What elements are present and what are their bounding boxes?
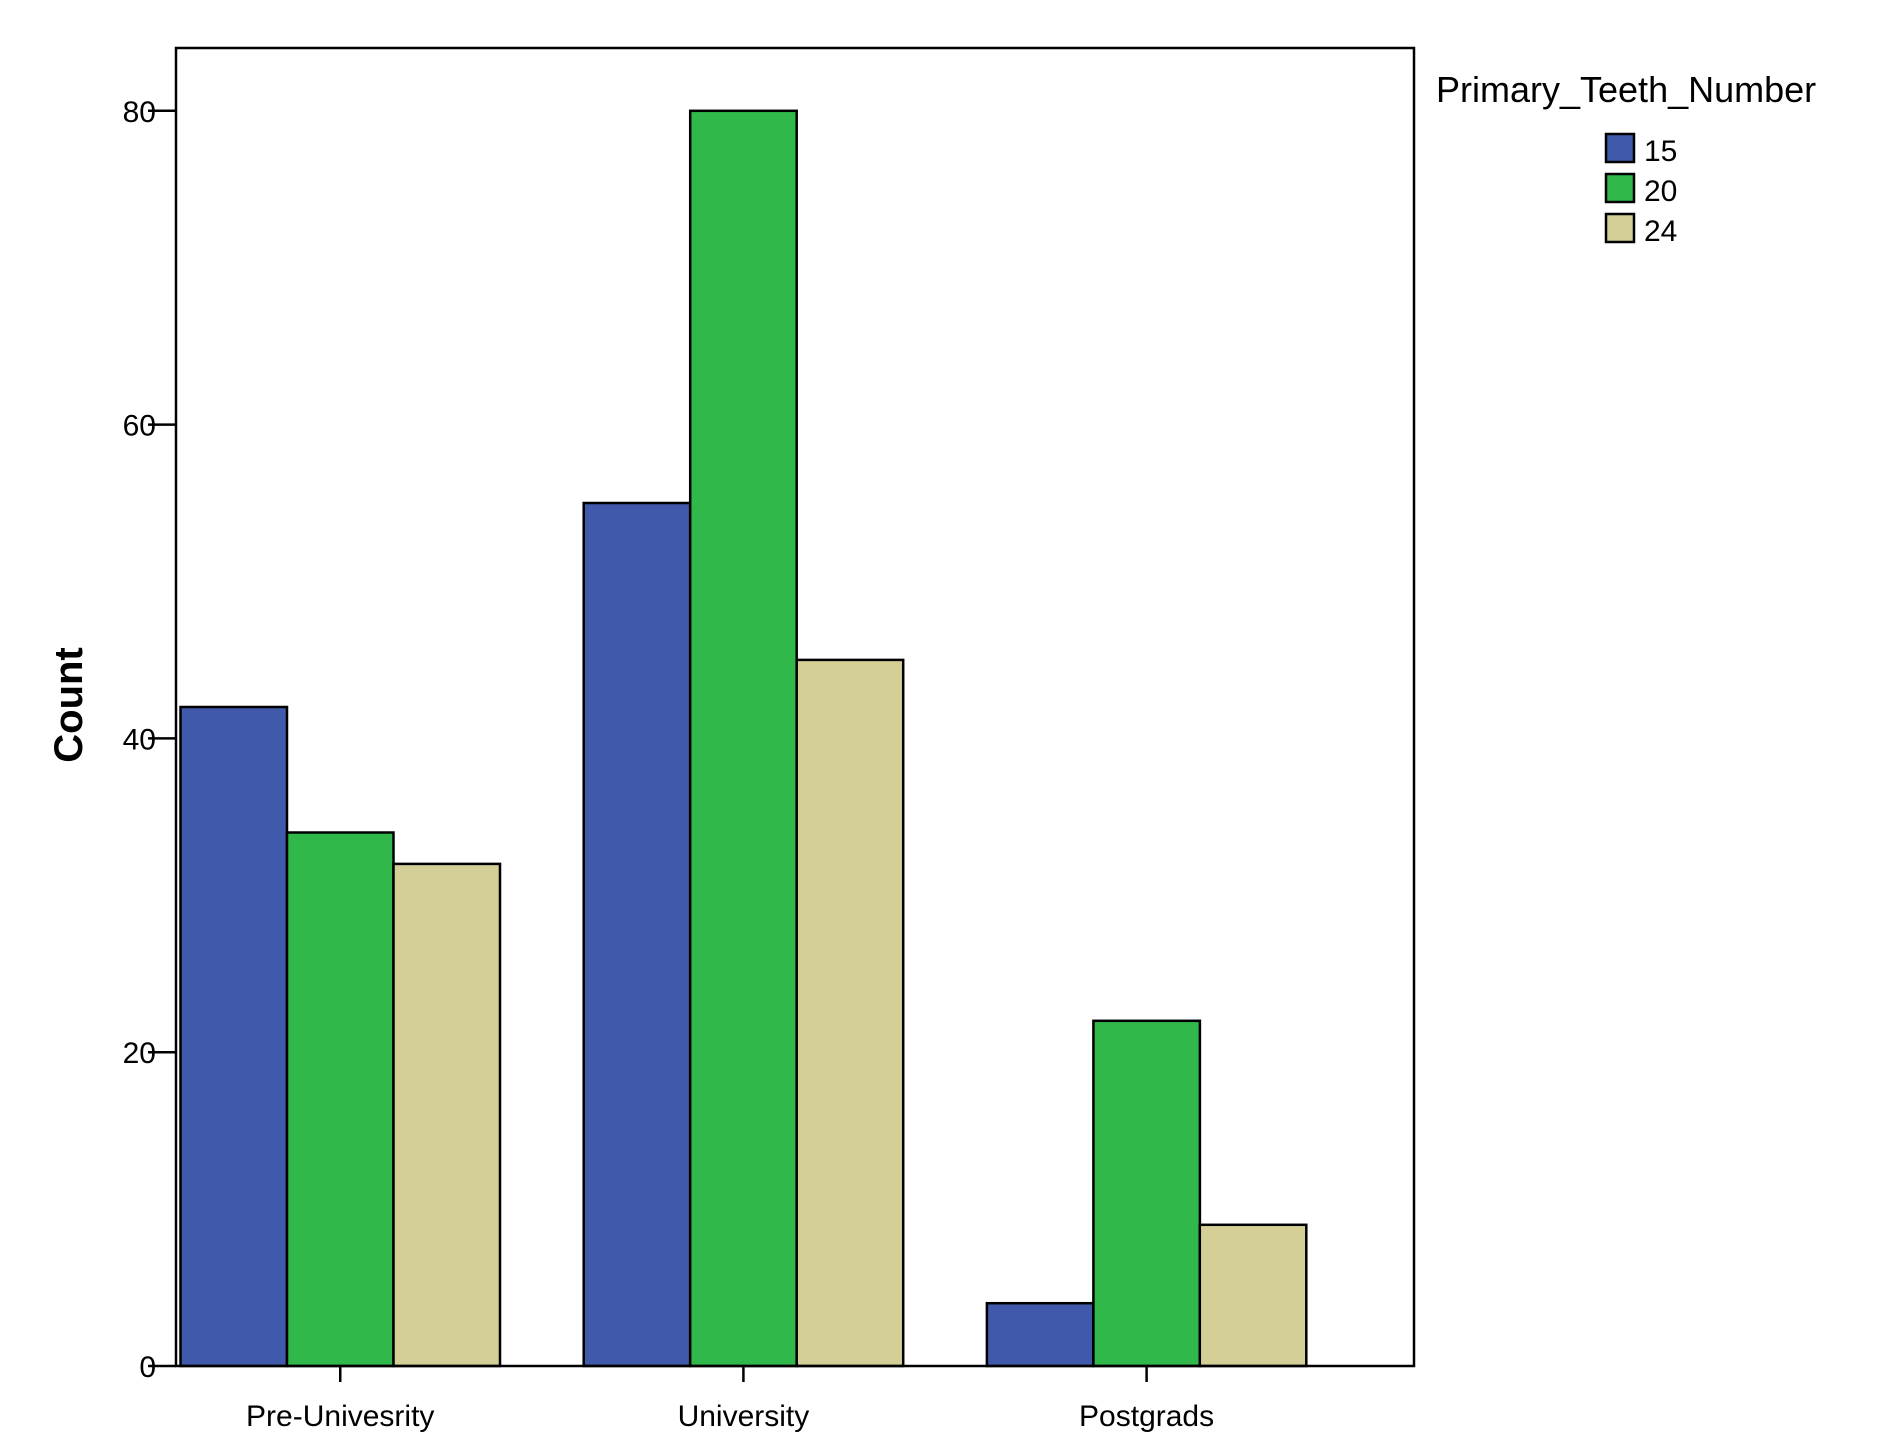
- legend-swatch-20: [1604, 172, 1636, 204]
- bar-university-15: [582, 501, 692, 1368]
- legend-label-20: 20: [1644, 175, 1677, 208]
- legend: Primary_Teeth_Number 15 20 24: [1436, 69, 1816, 248]
- bar-postgrads-24: [1198, 1223, 1308, 1368]
- y-tick-label: 20: [123, 1037, 156, 1070]
- legend-swatch-24: [1604, 212, 1636, 244]
- y-tick-label: 80: [123, 96, 156, 129]
- y-tick-label: 0: [139, 1351, 156, 1384]
- legend-swatch-15: [1604, 132, 1636, 164]
- legend-label-15: 15: [1644, 135, 1677, 168]
- plot-frame: [174, 46, 1416, 1368]
- bar-postgrads-15: [985, 1301, 1095, 1368]
- legend-title: Primary_Teeth_Number: [1436, 69, 1816, 110]
- bar-pre-univesrity-24: [392, 862, 502, 1368]
- y-axis: 0 20 40 60 80: [123, 96, 176, 1384]
- bar-pre-univesrity-20: [285, 831, 395, 1368]
- bar-university-20: [688, 109, 798, 1368]
- y-tick-label: 40: [123, 723, 156, 756]
- bar-university-24: [795, 658, 905, 1368]
- x-tick-label: Pre-Univesrity: [246, 1400, 434, 1433]
- x-tick-label: University: [678, 1400, 810, 1433]
- x-axis: Pre-Univesrity University Postgrads: [246, 1366, 1214, 1433]
- bars-group: [179, 109, 1308, 1368]
- y-tick-label: 60: [123, 410, 156, 443]
- bar-pre-univesrity-15: [179, 705, 289, 1368]
- bar-postgrads-20: [1092, 1019, 1202, 1368]
- legend-label-24: 24: [1644, 215, 1677, 248]
- y-axis-label: Count: [47, 647, 91, 763]
- x-tick-label: Postgrads: [1079, 1400, 1214, 1433]
